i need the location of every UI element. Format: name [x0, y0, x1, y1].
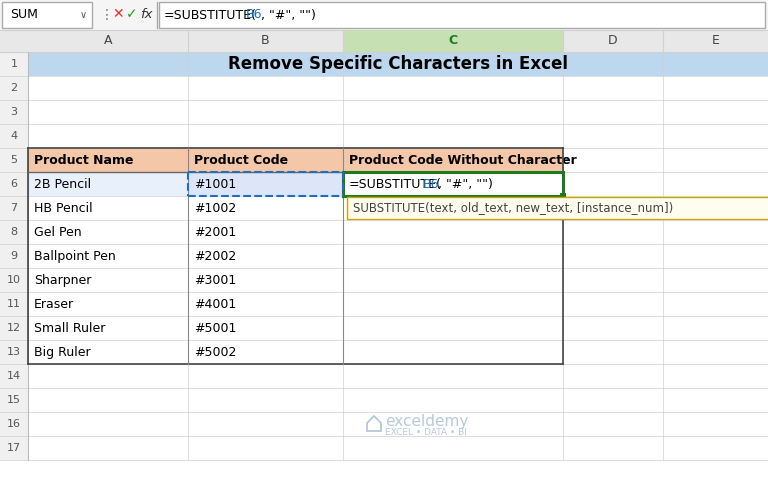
Text: #3001: #3001: [194, 274, 237, 287]
FancyBboxPatch shape: [28, 220, 768, 244]
Text: 8: 8: [11, 227, 18, 237]
FancyBboxPatch shape: [343, 30, 563, 52]
FancyBboxPatch shape: [28, 148, 188, 172]
Text: Product Code: Product Code: [194, 154, 288, 167]
FancyBboxPatch shape: [28, 148, 768, 172]
Text: 3: 3: [11, 107, 18, 117]
Text: 17: 17: [7, 443, 21, 453]
Text: 4: 4: [11, 131, 18, 141]
Text: D: D: [608, 35, 617, 48]
FancyBboxPatch shape: [560, 193, 566, 199]
Text: 15: 15: [7, 395, 21, 405]
FancyBboxPatch shape: [28, 76, 768, 100]
FancyBboxPatch shape: [28, 172, 188, 196]
Text: SUM: SUM: [10, 8, 38, 21]
FancyBboxPatch shape: [28, 244, 768, 268]
Text: B6: B6: [423, 177, 439, 191]
Text: Product Name: Product Name: [34, 154, 134, 167]
Text: 2: 2: [11, 83, 18, 93]
FancyBboxPatch shape: [28, 412, 768, 436]
FancyBboxPatch shape: [159, 2, 765, 28]
Text: ✓: ✓: [126, 7, 137, 21]
Text: Product Code Without Character: Product Code Without Character: [349, 154, 577, 167]
Text: ∨: ∨: [80, 10, 87, 20]
Text: B: B: [261, 35, 270, 48]
Text: 14: 14: [7, 371, 21, 381]
Text: 12: 12: [7, 323, 21, 333]
Text: 2B Pencil: 2B Pencil: [34, 177, 91, 191]
FancyBboxPatch shape: [28, 52, 768, 76]
Text: A: A: [104, 35, 112, 48]
FancyBboxPatch shape: [28, 52, 768, 76]
FancyBboxPatch shape: [28, 316, 768, 340]
Text: 13: 13: [7, 347, 21, 357]
Text: #5002: #5002: [194, 346, 237, 359]
FancyBboxPatch shape: [28, 436, 768, 460]
Text: ✕: ✕: [112, 7, 124, 21]
Text: 9: 9: [11, 251, 18, 261]
FancyBboxPatch shape: [28, 292, 768, 316]
FancyBboxPatch shape: [0, 0, 768, 30]
FancyBboxPatch shape: [28, 388, 768, 412]
Text: 10: 10: [7, 275, 21, 285]
Text: Remove Specific Characters in Excel: Remove Specific Characters in Excel: [228, 55, 568, 73]
Text: exceldemy: exceldemy: [385, 414, 468, 429]
FancyBboxPatch shape: [0, 30, 768, 52]
FancyBboxPatch shape: [343, 148, 563, 172]
Text: 16: 16: [7, 419, 21, 429]
Text: 11: 11: [7, 299, 21, 309]
FancyBboxPatch shape: [188, 172, 343, 196]
Text: #5001: #5001: [194, 322, 237, 334]
Text: fx: fx: [140, 8, 153, 21]
FancyBboxPatch shape: [0, 52, 28, 460]
FancyBboxPatch shape: [28, 364, 768, 388]
Text: =SUBSTITUTE(: =SUBSTITUTE(: [349, 177, 442, 191]
Text: ⋮: ⋮: [100, 8, 114, 22]
FancyBboxPatch shape: [28, 100, 768, 124]
Text: 7: 7: [11, 203, 18, 213]
Text: #1002: #1002: [194, 202, 237, 214]
FancyBboxPatch shape: [2, 2, 92, 28]
Text: SUBSTITUTE(text, old_text, new_text, [instance_num]): SUBSTITUTE(text, old_text, new_text, [in…: [353, 202, 674, 214]
Text: Ballpoint Pen: Ballpoint Pen: [34, 249, 116, 262]
FancyBboxPatch shape: [28, 268, 768, 292]
FancyBboxPatch shape: [28, 196, 768, 220]
Text: #1001: #1001: [194, 177, 237, 191]
FancyBboxPatch shape: [188, 148, 343, 172]
Text: #4001: #4001: [194, 297, 237, 311]
FancyBboxPatch shape: [28, 172, 768, 196]
Text: E: E: [712, 35, 720, 48]
Text: Sharpner: Sharpner: [34, 274, 91, 287]
FancyBboxPatch shape: [28, 340, 768, 364]
Text: B6: B6: [246, 8, 263, 21]
Text: =SUBSTITUTE(: =SUBSTITUTE(: [164, 8, 257, 21]
Text: 5: 5: [11, 155, 18, 165]
Text: Eraser: Eraser: [34, 297, 74, 311]
Text: 1: 1: [11, 59, 18, 69]
Text: Small Ruler: Small Ruler: [34, 322, 105, 334]
Text: , "#", ""): , "#", ""): [261, 8, 316, 21]
Text: Big Ruler: Big Ruler: [34, 346, 91, 359]
Text: 6: 6: [11, 179, 18, 189]
Text: , "#", ""): , "#", ""): [438, 177, 493, 191]
FancyBboxPatch shape: [28, 124, 768, 148]
Text: #2002: #2002: [194, 249, 237, 262]
Text: C: C: [449, 35, 458, 48]
Text: #2001: #2001: [194, 226, 237, 239]
Text: HB Pencil: HB Pencil: [34, 202, 93, 214]
Text: EXCEL • DATA • BI: EXCEL • DATA • BI: [385, 428, 467, 436]
FancyBboxPatch shape: [347, 197, 768, 219]
Text: Gel Pen: Gel Pen: [34, 226, 81, 239]
